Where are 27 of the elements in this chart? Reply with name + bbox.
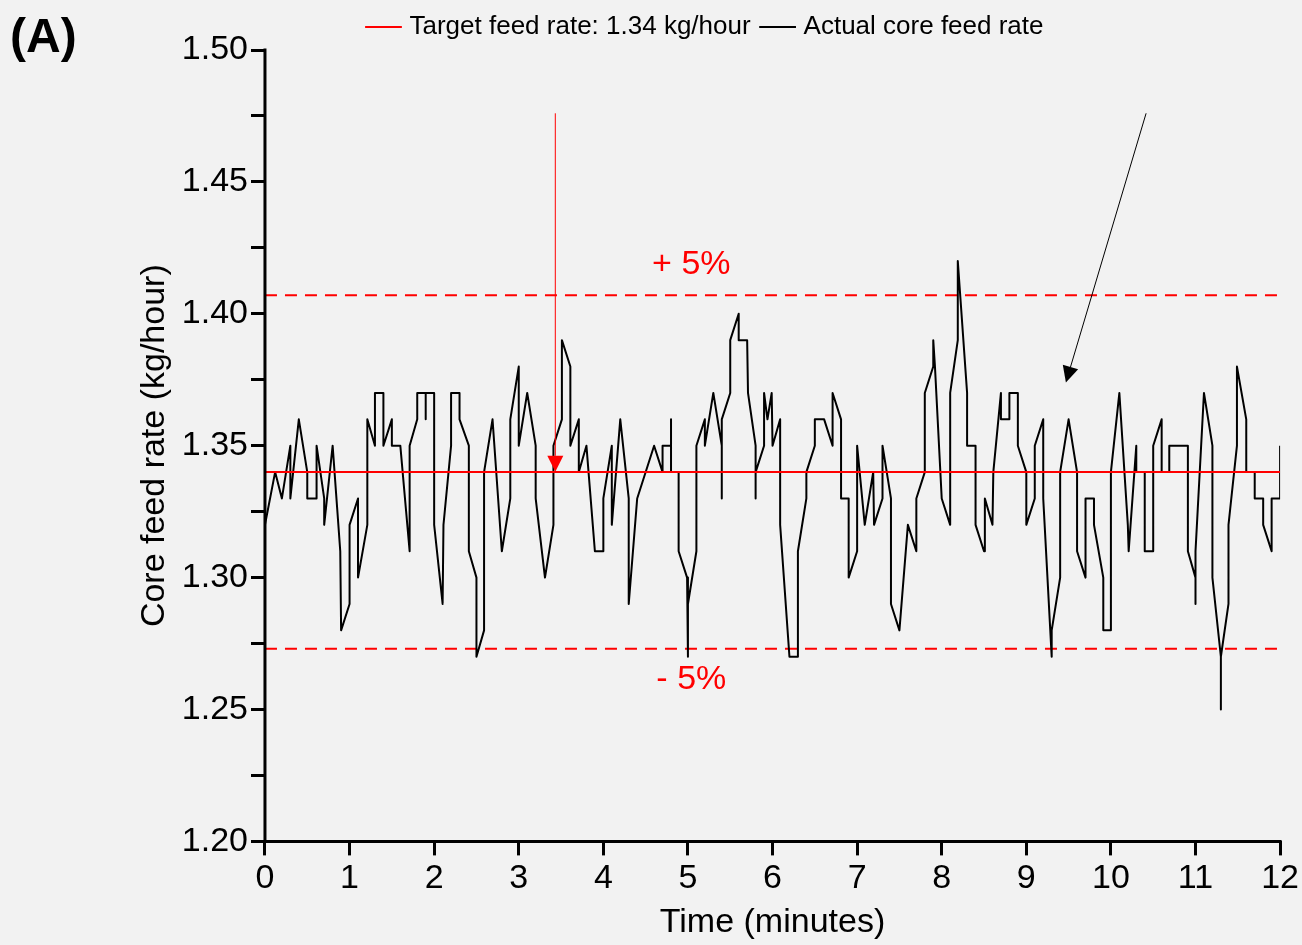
x-tick-label: 11 bbox=[1177, 857, 1214, 896]
y-tick-label: 1.20 bbox=[181, 819, 248, 858]
x-tick-label: 12 bbox=[1261, 857, 1299, 896]
legend-label: Target feed rate: 1.34 kg/hour bbox=[409, 10, 751, 41]
x-tick-label: 4 bbox=[593, 857, 613, 896]
text: (A) bbox=[10, 8, 77, 63]
y-tick-label: 1.40 bbox=[181, 292, 248, 331]
y-tick-label: 1.35 bbox=[181, 424, 248, 463]
x-tick-label: 2 bbox=[424, 857, 444, 896]
y-tick-label: 1.50 bbox=[181, 28, 248, 67]
x-tick-label: 0 bbox=[255, 857, 275, 896]
x-tick-label: 10 bbox=[1091, 857, 1130, 896]
y-tick-label: 1.30 bbox=[181, 555, 248, 594]
x-tick-label: 7 bbox=[847, 857, 867, 896]
x-tick-label: 8 bbox=[932, 857, 952, 896]
y-tick-label: 1.25 bbox=[181, 687, 248, 726]
x-axis-title: Time (minutes) bbox=[659, 900, 886, 939]
x-tick-label: 5 bbox=[678, 857, 698, 896]
annotation: - 5% bbox=[656, 658, 727, 697]
x-tick-label: 3 bbox=[509, 857, 529, 896]
x-tick-label: 9 bbox=[1016, 857, 1036, 896]
x-tick-label: 6 bbox=[763, 857, 782, 896]
y-axis-title: Core feed rate (kg/hour) bbox=[132, 264, 171, 628]
legend-label: Actual core feed rate bbox=[803, 10, 1044, 41]
x-tick-label: 1 bbox=[340, 857, 360, 896]
y-tick-label: 1.45 bbox=[181, 160, 248, 199]
annotation: + 5% bbox=[652, 242, 731, 281]
